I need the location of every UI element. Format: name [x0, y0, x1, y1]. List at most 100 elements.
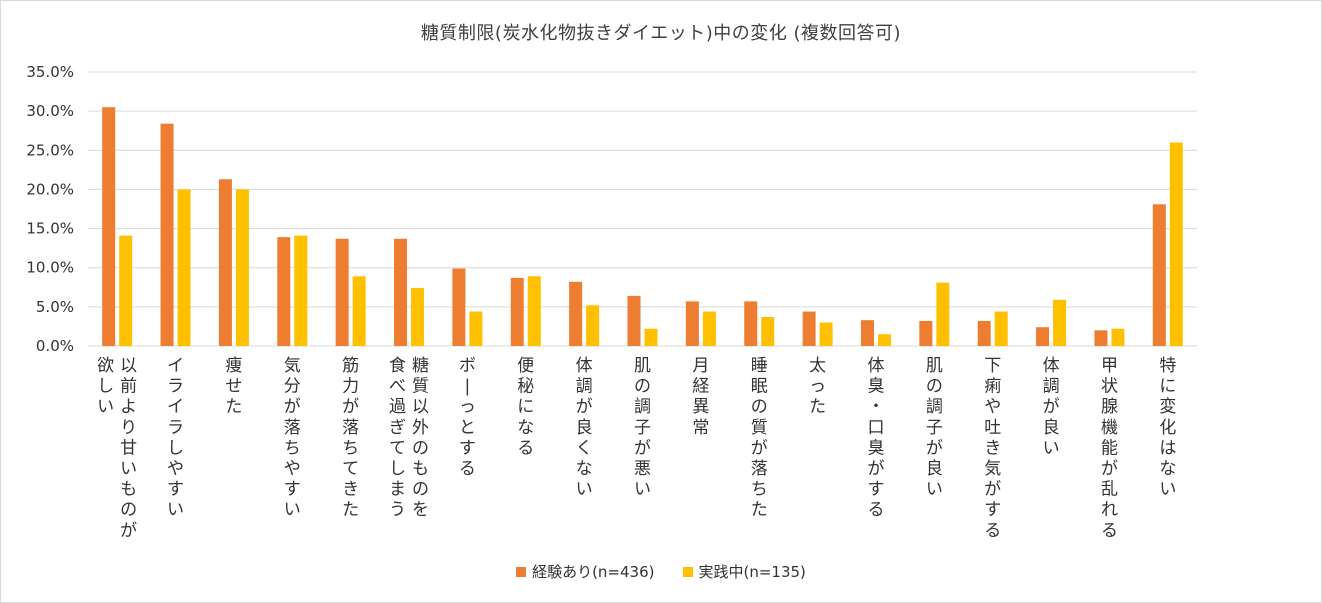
svg-text:う: う — [389, 500, 406, 520]
bar-series1-10 — [685, 301, 699, 346]
svg-text:肌: 肌 — [634, 356, 651, 376]
svg-text:機: 機 — [1101, 418, 1118, 438]
svg-text:の: の — [120, 500, 137, 520]
svg-text:る: る — [517, 438, 534, 458]
svg-text:体: 体 — [576, 356, 593, 376]
svg-text:す: す — [167, 480, 184, 500]
svg-text:る: る — [1101, 521, 1118, 541]
svg-text:質: 質 — [751, 418, 768, 438]
svg-text:っ: っ — [809, 377, 826, 397]
svg-text:子: 子 — [926, 418, 943, 438]
svg-text:過: 過 — [389, 397, 406, 417]
svg-text:良: 良 — [576, 418, 593, 438]
svg-text:睡: 睡 — [751, 356, 768, 376]
svg-text:に: に — [517, 397, 534, 417]
svg-text:甲: 甲 — [1101, 356, 1118, 376]
svg-text:っ: っ — [459, 397, 476, 417]
svg-text:経: 経 — [692, 377, 709, 397]
svg-text:ち: ち — [284, 438, 301, 458]
svg-text:べ: べ — [389, 377, 406, 397]
svg-text:る: る — [459, 459, 476, 479]
svg-text:便: 便 — [517, 356, 534, 376]
svg-text:て: て — [342, 459, 359, 479]
svg-text:力: 力 — [342, 377, 359, 397]
x-tick-label: 痩せた — [225, 356, 242, 417]
y-tick-label: 25.0% — [26, 141, 74, 159]
svg-text:が: が — [984, 480, 1001, 500]
svg-text:悪: 悪 — [634, 459, 651, 479]
x-axis-labels: 以前より甘いものが欲しいイライラしやすい痩せた気分が落ちやすい筋力が落ちてきた糖… — [97, 356, 1176, 541]
svg-text:の: の — [412, 438, 429, 458]
bar-series1-11 — [744, 301, 758, 346]
bar-series1-4 — [335, 238, 349, 346]
svg-text:特: 特 — [1159, 356, 1176, 376]
svg-text:ラ: ラ — [167, 418, 184, 438]
svg-text:し: し — [389, 459, 406, 479]
svg-text:な: な — [576, 459, 593, 479]
y-tick-label: 0.0% — [36, 337, 74, 355]
svg-text:た: た — [751, 500, 768, 520]
svg-text:体: 体 — [867, 356, 884, 376]
svg-text:質: 質 — [412, 377, 429, 397]
bar-series2-5 — [411, 288, 425, 346]
svg-text:な: な — [1159, 459, 1176, 479]
svg-text:常: 常 — [692, 418, 709, 438]
svg-text:が: が — [634, 438, 651, 458]
bar-series1-13 — [860, 320, 874, 346]
bar-series2-1 — [177, 189, 191, 346]
svg-text:が: が — [576, 397, 593, 417]
bar-series1-15 — [977, 320, 991, 346]
svg-text:を: を — [412, 500, 429, 520]
svg-text:体: 体 — [1043, 356, 1060, 376]
svg-text:月: 月 — [692, 356, 709, 376]
svg-text:欲: 欲 — [97, 356, 114, 376]
svg-text:痩: 痩 — [225, 356, 242, 376]
svg-text:す: す — [284, 480, 301, 500]
svg-text:気: 気 — [284, 356, 301, 376]
svg-text:れ: れ — [1101, 500, 1118, 520]
svg-text:食: 食 — [389, 356, 406, 376]
bar-series1-18 — [1152, 204, 1166, 346]
x-tick-label: 太った — [809, 356, 826, 417]
svg-text:も: も — [120, 480, 137, 500]
svg-text:腺: 腺 — [1101, 397, 1118, 417]
bar-series1-1 — [160, 123, 174, 346]
svg-text:が: が — [120, 521, 137, 541]
svg-text:や: や — [167, 459, 184, 479]
svg-text:前: 前 — [120, 377, 137, 397]
svg-text:す: す — [984, 500, 1001, 520]
bar-series1-7 — [510, 277, 524, 346]
bar-series2-12 — [819, 322, 833, 346]
svg-text:糖: 糖 — [412, 356, 429, 376]
legend-label-series2: 実践中(n=135) — [698, 563, 806, 581]
svg-text:も: も — [412, 459, 429, 479]
y-tick-label: 10.0% — [26, 259, 74, 277]
svg-text:の: の — [634, 377, 651, 397]
legend-swatch-series1 — [516, 566, 527, 577]
svg-text:い: い — [1159, 480, 1176, 500]
svg-text:し: し — [167, 438, 184, 458]
svg-text:て: て — [389, 438, 406, 458]
svg-text:ラ: ラ — [167, 377, 184, 397]
svg-text:ぎ: ぎ — [389, 418, 406, 438]
svg-text:痢: 痢 — [984, 377, 1001, 397]
svg-text:臭: 臭 — [867, 438, 884, 458]
svg-text:し: し — [97, 377, 114, 397]
svg-text:き: き — [984, 438, 1001, 458]
bar-series1-14 — [919, 320, 933, 346]
svg-text:や: や — [284, 459, 301, 479]
svg-text:イ: イ — [167, 356, 184, 376]
bar-series2-0 — [119, 235, 133, 346]
svg-text:る: る — [867, 500, 884, 520]
svg-text:調: 調 — [926, 397, 943, 417]
svg-text:良: 良 — [926, 459, 943, 479]
bar-series1-6 — [452, 268, 466, 346]
